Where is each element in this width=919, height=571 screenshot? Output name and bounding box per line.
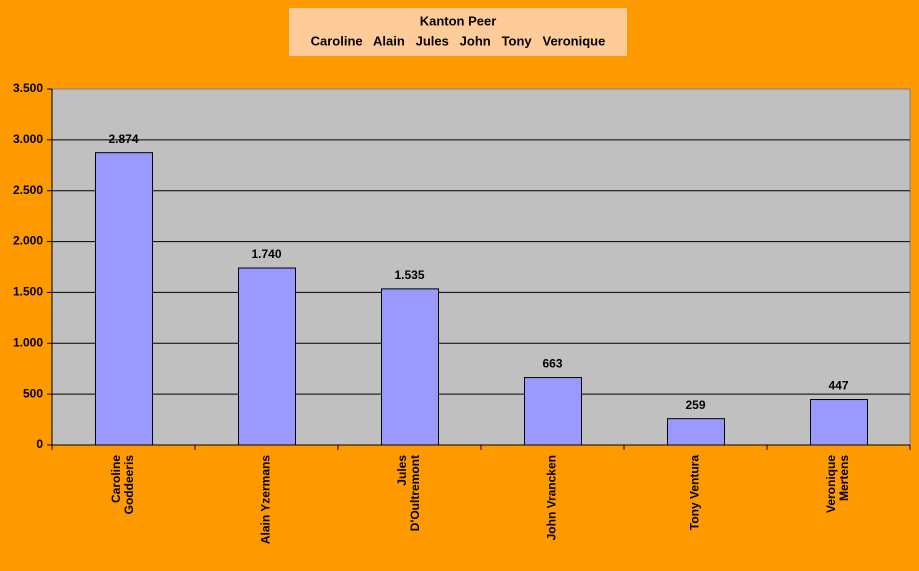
- y-tick-label: 3.000: [13, 132, 43, 146]
- plot-area: [51, 88, 911, 446]
- x-tick-label: CarolineGoddeeris: [109, 455, 136, 515]
- y-tick-label: 2.500: [13, 183, 43, 197]
- bar: [95, 152, 153, 446]
- y-tick-label: 500: [23, 386, 43, 400]
- x-tick-label: Alain Yzermans: [259, 455, 273, 544]
- value-label: 2.874: [108, 132, 138, 146]
- bar: [524, 377, 582, 446]
- bar: [667, 418, 725, 446]
- x-tick-label: Tony Ventura: [688, 455, 702, 530]
- x-tick-label: JulesD'Oultremont: [395, 455, 422, 532]
- y-tick-label: 1.000: [13, 335, 43, 349]
- y-tick-label: 1.500: [13, 285, 43, 299]
- title-box: [289, 8, 627, 56]
- x-tick-label: VeroniqueMertens: [824, 455, 851, 513]
- value-label: 447: [828, 379, 848, 393]
- value-label: 663: [542, 357, 562, 371]
- bar: [238, 267, 296, 446]
- bar: [381, 288, 439, 446]
- value-label: 1.535: [394, 268, 424, 282]
- chart-title: Kanton Peer: [420, 13, 497, 28]
- y-tick-label: 2.000: [13, 234, 43, 248]
- x-tick-label: John Vrancken: [545, 455, 559, 540]
- y-tick-label: 0: [36, 437, 43, 451]
- value-label: 1.740: [251, 247, 281, 261]
- chart-subtitle: Caroline Alain Jules John Tony Veronique: [311, 33, 606, 48]
- y-tick-label: 3.500: [13, 81, 43, 95]
- value-label: 259: [685, 398, 705, 412]
- bar: [810, 399, 868, 446]
